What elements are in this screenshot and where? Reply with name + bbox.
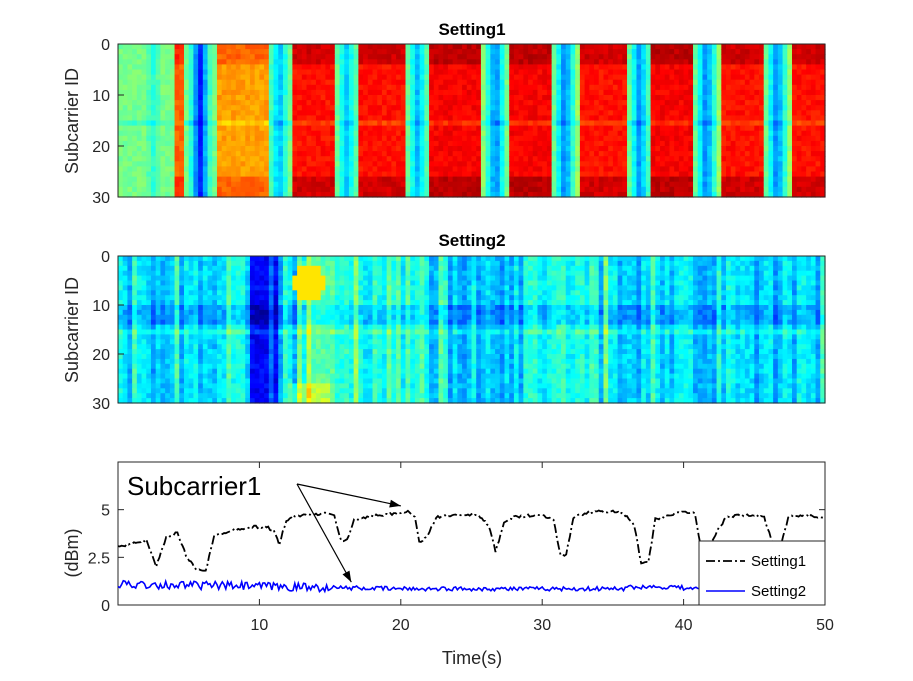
panel3-ylabel: (dBm) [62,529,82,578]
panel1-title: Setting1 [438,20,505,39]
legend-box [698,540,826,606]
panel2-ylabel: Subcarrier ID [62,277,82,383]
panel2-y-ticks: 0 10 20 30 [92,249,124,413]
y-tick-label: 0 [101,37,110,54]
y-tick-label: 20 [92,139,110,156]
panel-setting1: Setting1 0 10 20 30 Subcarrier ID [62,20,826,207]
legend: Setting1 Setting2 [698,540,826,606]
y-tick-label: 10 [92,298,110,315]
y-tick-label: 0 [101,249,110,266]
panel-setting2: Setting2 0 10 20 30 Subcarrier ID [62,231,826,413]
panel1-y-ticks: 0 10 20 30 [92,37,124,207]
x-tick-label: 20 [392,617,410,634]
y-tick-label: 30 [92,396,110,413]
annotation-subcarrier1: Subcarrier1 [127,471,401,583]
panel2-title: Setting2 [438,231,505,250]
panel3-xlabel: Time(s) [442,648,502,668]
y-tick-label: 20 [92,347,110,364]
panel1-frame [117,43,826,198]
panel2-frame [117,255,826,404]
heatmap-setting2 [118,256,826,404]
annotation-arrowhead-setting1 [389,499,401,508]
panel1-ylabel: Subcarrier ID [62,68,82,174]
heatmap-setting1 [118,44,826,198]
annotation-arrow-setting1 [296,483,401,507]
legend-setting1-label: Setting1 [751,553,806,570]
x-tick-label: 30 [533,617,551,634]
legend-setting2-label: Setting2 [751,583,806,600]
y-tick-label: 30 [92,190,110,207]
panel3-x-ticks: 10 20 30 40 50 [251,462,834,634]
annotation-arrowhead-setting2 [342,570,352,583]
x-tick-label: 40 [675,617,693,634]
series-setting1-line [118,509,825,572]
y-tick-label: 0 [101,598,110,615]
y-tick-label: 10 [92,88,110,105]
annotation-label: Subcarrier1 [127,471,261,501]
panel-subcarrier1-lines: 10 20 30 40 50 02.55 Time(s) (dBm) Setting1 … [62,461,834,668]
y-tick-label: 5 [101,503,110,520]
x-tick-label: 10 [251,617,269,634]
y-tick-label: 2.5 [88,550,110,567]
annotation-arrow-setting2 [296,483,352,583]
x-tick-label: 50 [816,617,834,634]
panel3-y-ticks: 02.55 [88,503,825,615]
